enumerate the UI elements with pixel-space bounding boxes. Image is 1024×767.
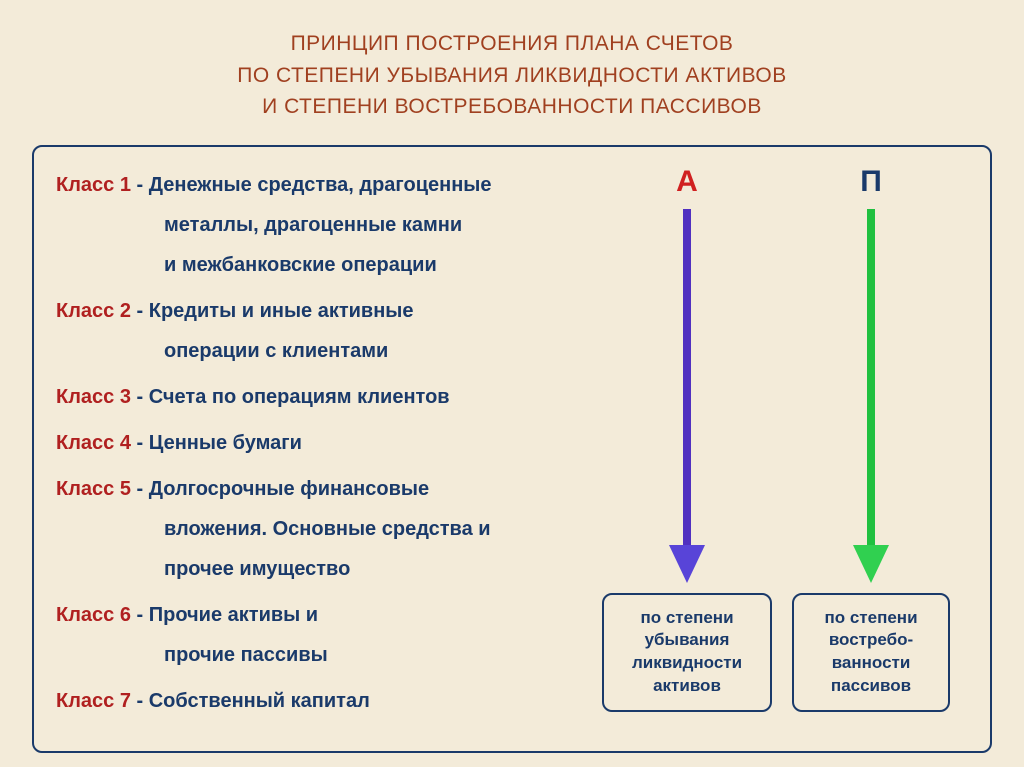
class-label-2: Класс 2	[56, 300, 131, 322]
class-cont-5-2: прочее имущество	[56, 549, 616, 589]
class-item-2: Класс 2 - Кредиты и иные активные операци…	[56, 291, 616, 371]
arrow-a-block: А по степени убывания ликвидности активо…	[602, 165, 772, 713]
title-line-1: ПРИНЦИП ПОСТРОЕНИЯ ПЛАНА СЧЕТОВ	[40, 28, 984, 60]
class-label-3: Класс 3	[56, 386, 131, 408]
class-label-7: Класс 7	[56, 690, 131, 712]
class-cont-1-1: металлы, драгоценные камни	[56, 205, 616, 245]
title-line-2: ПО СТЕПЕНИ УБЫВАНИЯ ЛИКВИДНОСТИ АКТИВОВ	[40, 60, 984, 92]
class-item-3: Класс 3 - Счета по операциям клиентов	[56, 377, 616, 417]
class-item-6: Класс 6 - Прочие активы и прочие пассивы	[56, 595, 616, 675]
class-item-1: Класс 1 - Денежные средства, драгоценные…	[56, 165, 616, 285]
arrow-p-letter: П	[792, 165, 950, 199]
class-text-3: - Счета по операциям клиентов	[131, 386, 450, 408]
class-cont-6-1: прочие пассивы	[56, 635, 616, 675]
arrow-a-letter: А	[602, 165, 772, 199]
main-box: Класс 1 - Денежные средства, драгоценные…	[32, 145, 992, 753]
class-text-1: - Денежные средства, драгоценные	[131, 174, 492, 196]
class-cont-5-1: вложения. Основные средства и	[56, 509, 616, 549]
content-area: Класс 1 - Денежные средства, драгоценные…	[0, 145, 1024, 753]
p-target-l2: востребо-	[829, 630, 913, 649]
class-item-7: Класс 7 - Собственный капитал	[56, 681, 616, 721]
p-target-l3: ванности	[832, 653, 911, 672]
class-label-1: Класс 1	[56, 174, 131, 196]
class-item-4: Класс 4 - Ценные бумаги	[56, 423, 616, 463]
class-label-4: Класс 4	[56, 432, 131, 454]
class-cont-2-1: операции с клиентами	[56, 331, 616, 371]
class-item-5: Класс 5 - Долгосрочные финансовые вложени…	[56, 469, 616, 589]
class-text-2: - Кредиты и иные активные	[131, 300, 414, 322]
class-label-5: Класс 5	[56, 478, 131, 500]
class-list: Класс 1 - Денежные средства, драгоценные…	[56, 165, 616, 721]
class-text-4: - Ценные бумаги	[131, 432, 302, 454]
a-target-l2: убывания	[645, 630, 730, 649]
class-text-6: - Прочие активы и	[131, 604, 318, 626]
class-label-6: Класс 6	[56, 604, 131, 626]
title-line-3: И СТЕПЕНИ ВОСТРЕБОВАННОСТИ ПАССИВОВ	[40, 91, 984, 123]
slide-title: ПРИНЦИП ПОСТРОЕНИЯ ПЛАНА СЧЕТОВ ПО СТЕПЕ…	[0, 0, 1024, 145]
a-target-l3: ликвидности	[632, 653, 742, 672]
arrow-a-icon	[665, 205, 709, 585]
arrow-p-target: по степени востребо- ванности пассивов	[792, 593, 950, 713]
class-text-5: - Долгосрочные финансовые	[131, 478, 429, 500]
class-text-7: - Собственный капитал	[131, 690, 370, 712]
p-target-l4: пассивов	[831, 676, 911, 695]
arrow-p-icon	[849, 205, 893, 585]
arrow-p-block: П по степени востребо- ванности пассивов	[792, 165, 950, 713]
class-cont-1-2: и межбанковские операции	[56, 245, 616, 285]
p-target-l1: по степени	[824, 608, 917, 627]
arrow-a-target: по степени убывания ликвидности активов	[602, 593, 772, 713]
a-target-l1: по степени	[640, 608, 733, 627]
a-target-l4: активов	[653, 676, 721, 695]
